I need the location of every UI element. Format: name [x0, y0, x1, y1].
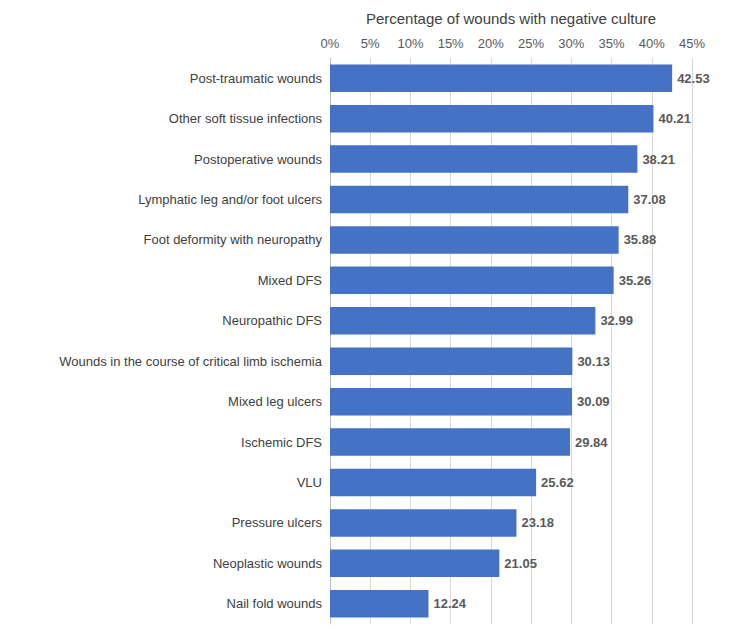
- svg-text:Percentage of wounds with nega: Percentage of wounds with negative cultu…: [366, 10, 656, 27]
- svg-text:45%: 45%: [679, 36, 705, 51]
- svg-text:15%: 15%: [438, 36, 464, 51]
- svg-text:10%: 10%: [397, 36, 423, 51]
- svg-text:Post-traumatic wounds: Post-traumatic wounds: [190, 71, 323, 86]
- svg-text:12.24: 12.24: [433, 596, 466, 611]
- svg-text:20%: 20%: [478, 36, 504, 51]
- svg-text:Pressure ulcers: Pressure ulcers: [232, 515, 323, 530]
- svg-text:25.62: 25.62: [541, 475, 574, 490]
- svg-text:38.21: 38.21: [642, 152, 675, 167]
- svg-text:32.99: 32.99: [600, 313, 633, 328]
- svg-text:Mixed leg ulcers: Mixed leg ulcers: [228, 394, 322, 409]
- svg-text:21.05: 21.05: [504, 556, 537, 571]
- svg-text:29.84: 29.84: [575, 435, 608, 450]
- svg-text:35.88: 35.88: [624, 232, 657, 247]
- svg-text:Nail fold wounds: Nail fold wounds: [227, 596, 323, 611]
- svg-text:30.13: 30.13: [577, 354, 610, 369]
- svg-text:40.21: 40.21: [658, 111, 691, 126]
- svg-text:30%: 30%: [558, 36, 584, 51]
- svg-text:42.53: 42.53: [677, 71, 710, 86]
- svg-text:Other soft tissue infections: Other soft tissue infections: [169, 111, 323, 126]
- svg-text:Lymphatic leg and/or foot ulce: Lymphatic leg and/or foot ulcers: [138, 192, 322, 207]
- svg-text:23.18: 23.18: [521, 515, 554, 530]
- svg-text:Postoperative wounds: Postoperative wounds: [194, 152, 322, 167]
- svg-text:37.08: 37.08: [633, 192, 666, 207]
- svg-text:Mixed DFS: Mixed DFS: [258, 273, 323, 288]
- svg-text:40%: 40%: [639, 36, 665, 51]
- svg-text:35.26: 35.26: [619, 273, 652, 288]
- svg-text:Ischemic DFS: Ischemic DFS: [241, 435, 322, 450]
- svg-text:25%: 25%: [518, 36, 544, 51]
- svg-text:5%: 5%: [361, 36, 380, 51]
- svg-text:30.09: 30.09: [577, 394, 610, 409]
- svg-text:Neoplastic wounds: Neoplastic wounds: [213, 556, 323, 571]
- svg-text:VLU: VLU: [297, 475, 322, 490]
- svg-text:Wounds in the course of critic: Wounds in the course of critical limb is…: [59, 354, 323, 369]
- svg-text:Neuropathic DFS: Neuropathic DFS: [222, 313, 322, 328]
- svg-text:Foot deformity with neuropathy: Foot deformity with neuropathy: [144, 232, 323, 247]
- svg-text:35%: 35%: [599, 36, 625, 51]
- svg-text:0%: 0%: [321, 36, 340, 51]
